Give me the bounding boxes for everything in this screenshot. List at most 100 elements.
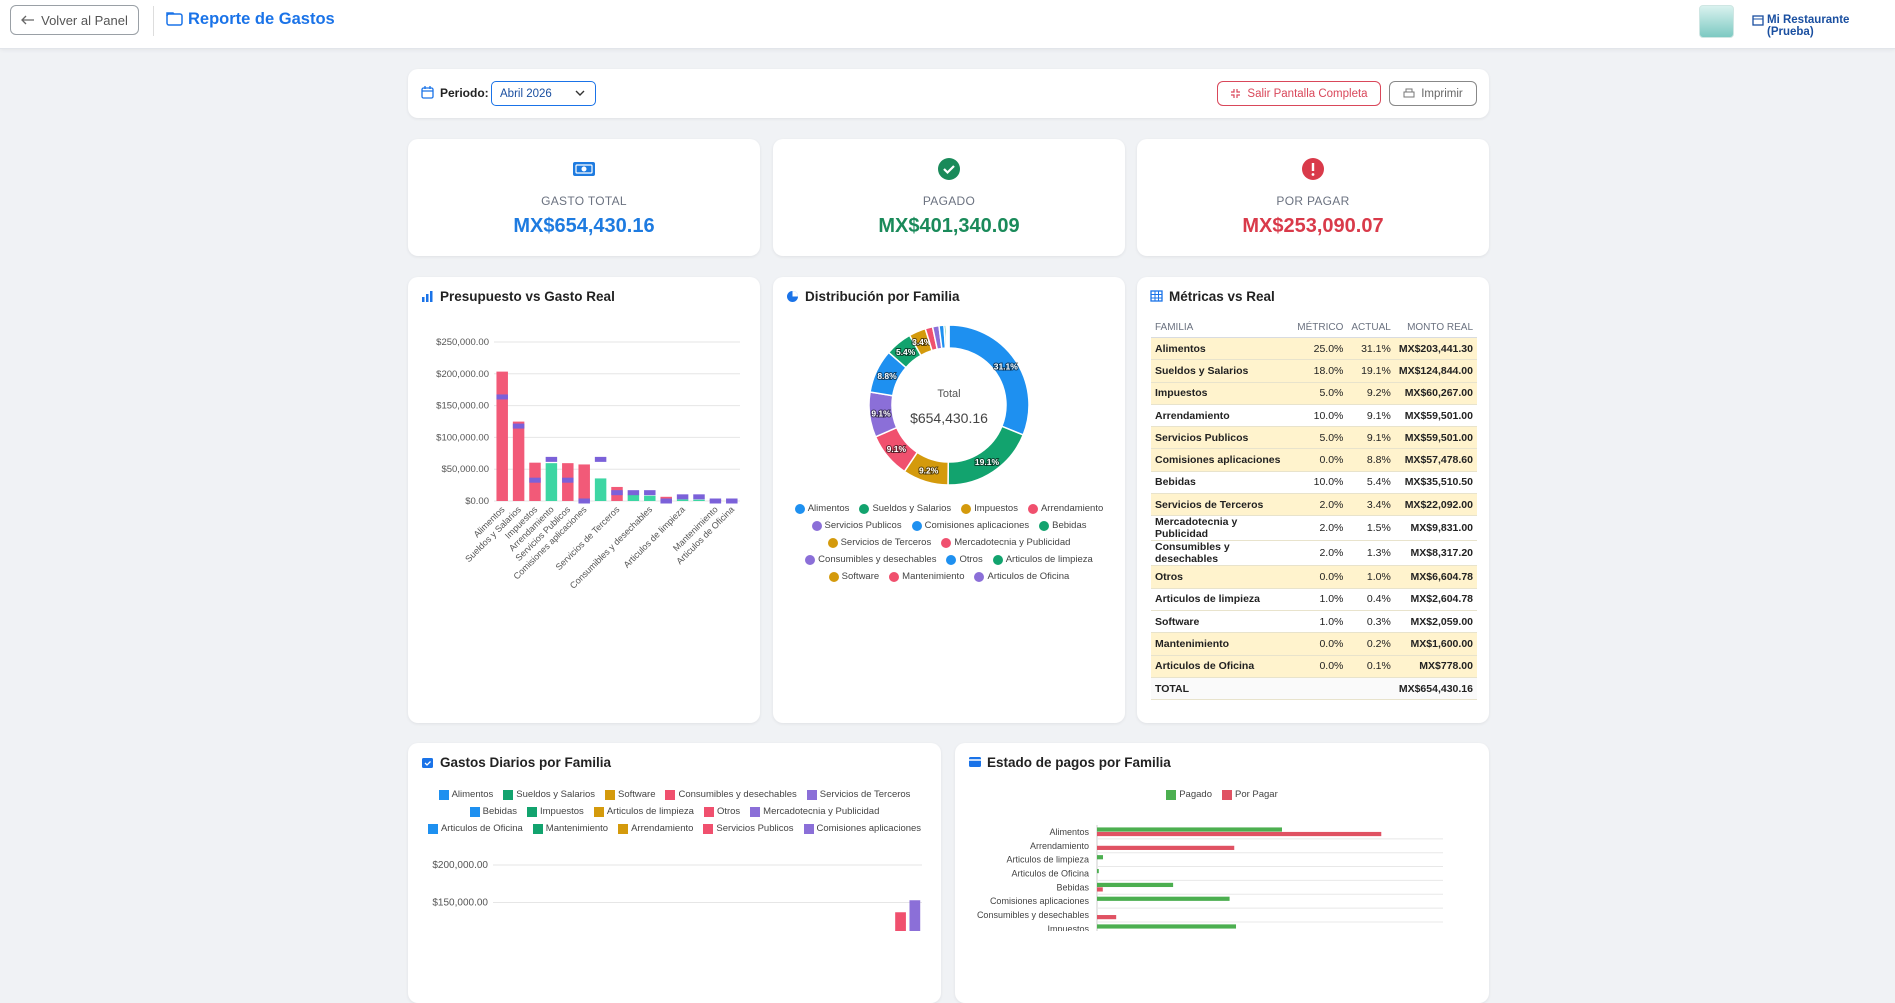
budget-marker [578,499,589,504]
print-label: Imprimir [1421,88,1463,100]
budget-marker [660,499,671,504]
chart: $150,000.00 $200,000.00 [408,743,941,931]
table-cell: 0.2% [1347,633,1394,655]
legend-marker [974,572,984,582]
restaurant-name[interactable]: Mi Restaurante (Prueba) [1767,14,1895,38]
legend-item: Consumibles y desechables [805,554,936,565]
distribution-chart-card: Distribución por Familia 31.1%19.1%9.2%9… [773,277,1125,723]
table-cell: 5.0% [1293,427,1347,449]
calendar-icon [421,86,434,99]
budget-marker [710,499,721,504]
legend-label: Otros [959,554,982,565]
table-cell: 9.1% [1347,427,1394,449]
table-cell: 2.0% [1293,541,1347,566]
toolbar: Periodo: Abril 2026 Salir Pantalla Compl… [408,69,1489,118]
table-title: Métricas vs Real [1169,289,1275,304]
chevron-icon [575,90,585,97]
restaurant-icon [1752,14,1764,26]
exit-fullscreen-button[interactable]: Salir Pantalla Completa [1217,81,1381,106]
table-cell: 0.0% [1293,566,1347,588]
exit-fullscreen-icon [1230,88,1241,99]
pie-slice [948,426,1023,485]
table-cell: Arrendamiento [1151,404,1293,426]
table-cell: MX$2,604.78 [1395,588,1477,610]
print-button[interactable]: Imprimir [1389,81,1477,106]
back-arrow-icon [21,15,35,25]
pie-slice [948,325,949,348]
table-cell: MX$124,844.00 [1395,360,1477,382]
column-header: MONTO REAL [1395,317,1477,338]
legend-item: Sueldos y Salarios [859,503,951,514]
bar [644,496,655,501]
page: Volver al Panel Reporte de Gastos Mi Res… [0,0,1895,931]
budget-marker [546,457,557,462]
table-cell: Comisiones aplicaciones [1151,449,1293,471]
legend-marker [1028,504,1038,514]
y-tick-label: $100,000.00 [436,432,489,443]
table-cell: 0.3% [1347,610,1394,632]
table-cell: 19.1% [1347,360,1394,382]
table-cell: MX$59,501.00 [1395,427,1477,449]
y-tick-label: $200,000.00 [432,860,488,871]
y-tick-label: $50,000.00 [441,464,489,475]
table-cell: 5.0% [1293,382,1347,404]
table-cell: MX$9,831.00 [1395,516,1477,541]
budget-marker [644,490,655,495]
legend-marker [828,538,838,548]
table-cell: 0.4% [1347,588,1394,610]
table-cell: MX$57,478.60 [1395,449,1477,471]
period-select[interactable]: Abril 2026 [491,81,596,106]
bar [496,372,507,501]
column-header: FAMILIA [1151,317,1293,338]
y-tick-label: Articulos de limpieza [1006,855,1089,865]
table-cell: 1.0% [1347,566,1394,588]
legend-marker [1039,521,1049,531]
legend-marker [795,504,805,514]
kpi-card: POR PAGAR MX$253,090.07 [1137,139,1489,256]
table-cell: 8.8% [1347,449,1394,471]
legend-marker [941,538,951,548]
table-cell: 3.4% [1347,494,1394,516]
bar [1097,846,1234,850]
slice-label: 8.8% [877,371,897,381]
table-cell: MX$22,092.00 [1395,494,1477,516]
slice-label: 5.4% [896,347,916,357]
y-tick-label: Alimentos [1049,827,1089,837]
table-cell: 2.0% [1293,494,1347,516]
legend-label: Sueldos y Salarios [872,503,951,514]
table-cell: Alimentos [1151,338,1293,360]
legend-item: Arrendamiento [1028,503,1103,514]
legend-marker [859,504,869,514]
legend-label: Software [842,571,880,582]
table-cell: MX$59,501.00 [1395,404,1477,426]
y-tick-label: $200,000.00 [436,369,489,380]
bar [1097,827,1282,831]
bar [513,422,524,501]
back-button[interactable]: Volver al Panel [10,5,139,35]
bar [1097,887,1103,891]
table-cell: 1.0% [1293,588,1347,610]
table-cell: 5.4% [1347,471,1394,493]
bar-segment [895,912,906,931]
legend-marker [829,572,839,582]
table-cell: 2.0% [1293,516,1347,541]
table-cell: 31.1% [1347,338,1394,360]
bar [628,495,639,501]
legend-label: Consumibles y desechables [818,554,936,565]
table-cell: 9.2% [1347,382,1394,404]
legend-marker [805,555,815,565]
table-cell: Software [1151,610,1293,632]
bar [677,499,688,501]
table-cell: Otros [1151,566,1293,588]
y-tick-label: $150,000.00 [432,898,488,909]
table-cell: 9.1% [1347,404,1394,426]
